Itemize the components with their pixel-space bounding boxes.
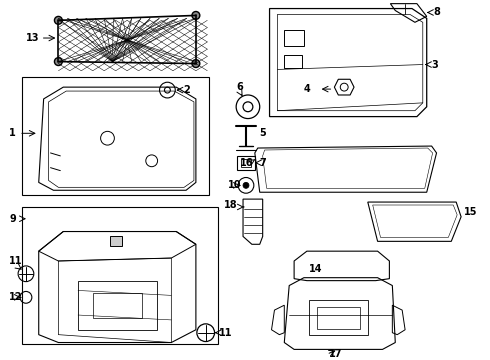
Bar (284, 30, 304, 46)
Text: 7: 7 (260, 158, 267, 168)
Bar (317, 307, 360, 329)
Text: 1: 1 (9, 128, 16, 138)
Circle shape (192, 12, 200, 19)
Bar (22, 77, 209, 195)
Text: 14: 14 (309, 264, 322, 274)
Bar (22, 207, 219, 345)
Text: 2: 2 (183, 85, 190, 95)
Circle shape (192, 60, 200, 67)
Bar (110, 237, 122, 246)
Text: 11: 11 (219, 328, 232, 338)
Text: 11: 11 (9, 256, 23, 266)
Text: 16: 16 (240, 158, 254, 168)
Bar (241, 159, 251, 167)
Text: 8: 8 (434, 8, 441, 18)
Text: 10: 10 (228, 180, 242, 190)
Text: 5: 5 (260, 128, 267, 138)
Text: 4: 4 (304, 84, 311, 94)
Text: 6: 6 (236, 82, 243, 92)
Text: 12: 12 (9, 292, 23, 302)
Text: 17: 17 (328, 349, 342, 359)
Bar (237, 156, 255, 170)
Text: 18: 18 (224, 200, 238, 210)
Bar (78, 281, 157, 330)
Circle shape (54, 58, 62, 66)
Circle shape (243, 183, 249, 188)
Bar (284, 55, 302, 68)
Text: 3: 3 (432, 59, 439, 69)
Text: 9: 9 (9, 214, 16, 224)
Bar (309, 300, 368, 335)
Text: 15: 15 (464, 207, 478, 217)
Bar (93, 293, 142, 318)
Text: 13: 13 (26, 33, 40, 43)
Circle shape (54, 17, 62, 24)
